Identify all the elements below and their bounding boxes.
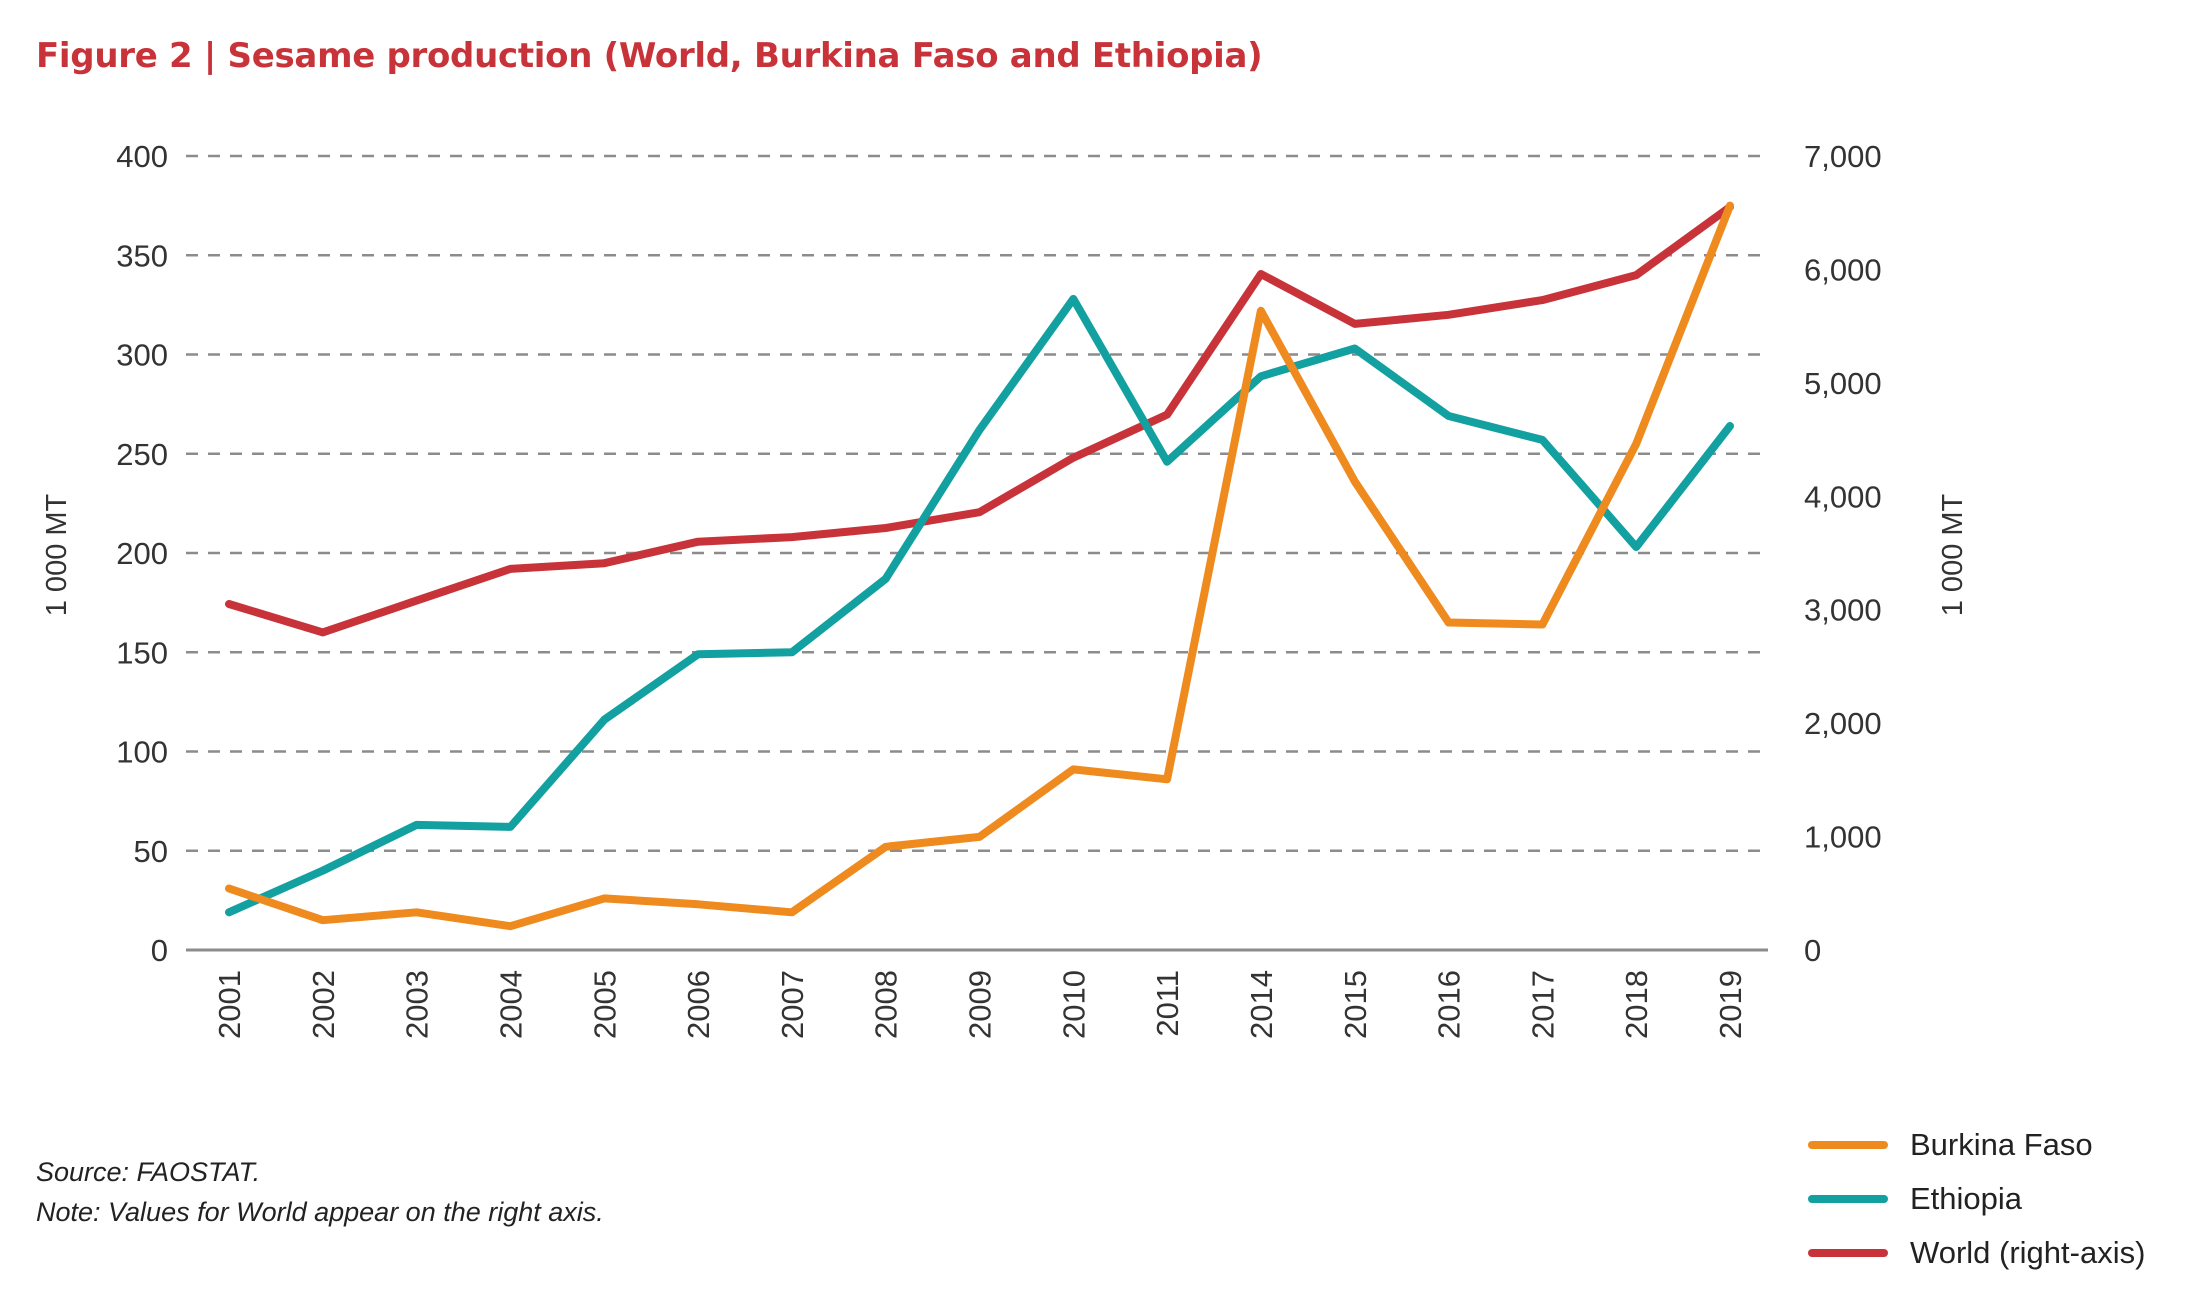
right-y-tick-label: 4,000	[1804, 479, 1882, 514]
chart-title: Figure 2 | Sesame production (World, Bur…	[36, 36, 1263, 76]
right-y-axis-ticks: 0 1,000 2,000 3,000 4,000 5,000 6,000 7,000	[1804, 139, 1882, 968]
right-y-tick-label: 7,000	[1804, 139, 1882, 174]
legend-label: Burkina Faso	[1910, 1127, 2093, 1162]
x-tick-label: 2005	[587, 970, 622, 1039]
left-y-tick-label: 0	[151, 933, 168, 968]
legend-item-ethiopia: Ethiopia	[1808, 1172, 2145, 1226]
legend: Burkina Faso Ethiopia World (right-axis)	[1808, 1118, 2145, 1280]
left-y-axis-title: 1 000 MT	[41, 493, 73, 616]
gridlines	[186, 154, 1768, 852]
x-tick-label: 2008	[869, 970, 904, 1039]
series-line-ethiopia	[225, 294, 1734, 917]
right-y-tick-label: 1,000	[1804, 820, 1882, 855]
series-line-burkina-faso	[225, 201, 1734, 931]
x-tick-label: 2014	[1244, 970, 1279, 1039]
x-tick-label: 2007	[775, 970, 810, 1039]
right-y-tick-label: 3,000	[1804, 593, 1882, 628]
x-tick-label: 2004	[493, 970, 528, 1039]
x-tick-label: 2019	[1713, 970, 1748, 1039]
left-y-tick-label: 200	[116, 536, 168, 571]
right-y-tick-label: 5,000	[1804, 366, 1882, 401]
legend-swatch-ethiopia	[1808, 1195, 1888, 1203]
note-text: Note: Values for World appear on the rig…	[36, 1197, 604, 1227]
x-axis-ticks: 2001 2002 2003 2004 2005 2006 2007 2008 2009 2010…	[212, 970, 1748, 1039]
x-tick-label: 2009	[963, 970, 998, 1039]
x-tick-label: 2001	[212, 970, 247, 1039]
legend-swatch-burkina-faso	[1808, 1141, 1888, 1149]
legend-label: Ethiopia	[1910, 1181, 2023, 1216]
x-tick-label: 2016	[1432, 970, 1467, 1039]
x-tick-label: 2010	[1056, 970, 1091, 1039]
left-y-tick-label: 350	[116, 238, 168, 273]
left-y-axis-ticks: 0 50 100 150 200 250 300 350 400	[116, 139, 168, 968]
right-y-tick-label: 0	[1804, 933, 1821, 968]
left-y-tick-label: 250	[116, 437, 168, 472]
x-tick-label: 2018	[1619, 970, 1654, 1039]
x-tick-label: 2002	[306, 970, 341, 1039]
left-y-tick-label: 150	[116, 635, 168, 670]
source-note: Source: FAOSTAT. Note: Values for World …	[36, 1152, 604, 1232]
series-lines	[225, 201, 1734, 931]
series-line-world	[225, 203, 1734, 637]
left-y-tick-label: 100	[116, 735, 168, 770]
x-tick-label: 2006	[681, 970, 716, 1039]
x-tick-label: 2011	[1150, 970, 1185, 1037]
left-y-tick-label: 400	[116, 139, 168, 174]
legend-label: World (right-axis)	[1910, 1235, 2146, 1270]
left-y-tick-label: 50	[134, 834, 168, 869]
left-y-tick-label: 300	[116, 338, 168, 373]
x-tick-label: 2017	[1525, 970, 1560, 1039]
right-y-tick-label: 6,000	[1804, 252, 1882, 287]
legend-item-world: World (right-axis)	[1808, 1226, 2145, 1280]
right-y-tick-label: 2,000	[1804, 706, 1882, 741]
x-tick-label: 2003	[400, 970, 435, 1039]
legend-item-burkina-faso: Burkina Faso	[1808, 1118, 2145, 1172]
source-text: Source: FAOSTAT.	[36, 1157, 261, 1187]
legend-swatch-world	[1808, 1249, 1888, 1257]
x-tick-label: 2015	[1338, 970, 1373, 1039]
right-y-axis-title: 1 000 MT	[1937, 493, 1969, 616]
